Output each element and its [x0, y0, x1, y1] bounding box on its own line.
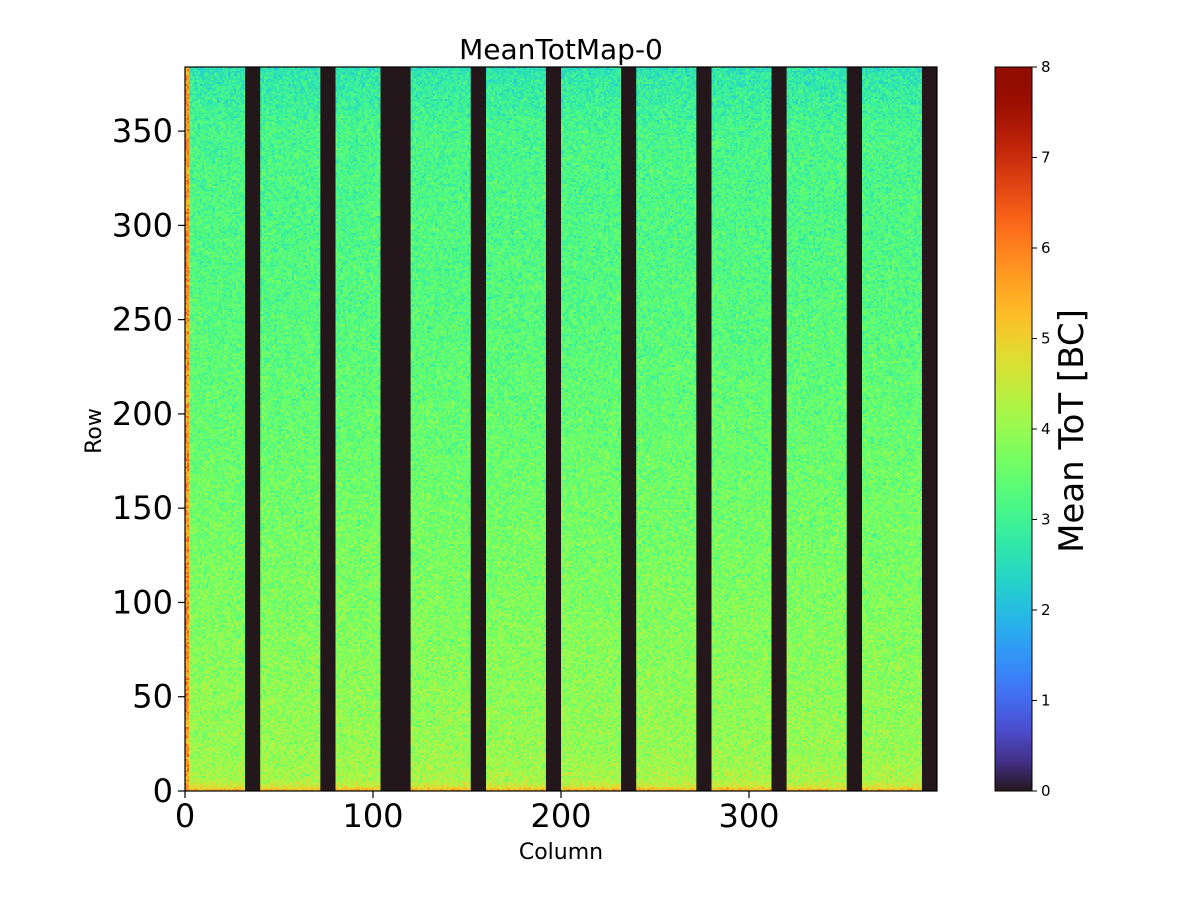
y-tick-label: 50	[132, 678, 173, 716]
colorbar-tick-label: 7	[1041, 149, 1051, 167]
colorbar-tick-label: 8	[1041, 58, 1051, 76]
dead-column-band	[771, 67, 787, 791]
y-tick-label: 250	[112, 301, 173, 339]
dead-column-band	[846, 67, 862, 791]
x-tick-label: 100	[342, 797, 403, 835]
dead-column-band	[696, 67, 712, 791]
dead-column-band	[921, 67, 937, 791]
y-tick-label: 300	[112, 206, 173, 244]
chart-title: MeanTotMap-0	[459, 33, 663, 66]
y-tick-label: 350	[112, 112, 173, 150]
dead-column-band	[245, 67, 261, 791]
dead-column-bands	[245, 67, 937, 791]
y-tick-label: 0	[153, 772, 173, 810]
x-tick-label: 0	[175, 797, 195, 835]
y-axis-label: Row	[82, 408, 107, 454]
colorbar	[994, 66, 1033, 792]
colorbar-tick-label: 4	[1041, 420, 1051, 438]
x-axis: 0 100 200 300	[175, 791, 780, 835]
colorbar-tick-label: 1	[1041, 692, 1051, 710]
x-tick-label: 300	[718, 797, 779, 835]
x-axis-label: Column	[519, 840, 603, 865]
colorbar-tick-label: 3	[1041, 511, 1051, 529]
colorbar-ticks: 0 1 2 3 4 5 6 7 8	[1032, 58, 1051, 800]
dead-column-band	[545, 67, 561, 791]
y-tick-label: 100	[112, 583, 173, 621]
colorbar-tick-label: 5	[1041, 330, 1051, 348]
colorbar-label: Mean ToT [BC]	[1052, 309, 1092, 553]
colorbar-tick-label: 2	[1041, 601, 1051, 619]
colorbar-tick-label: 0	[1041, 782, 1051, 800]
colorbar-tick-label: 6	[1041, 239, 1051, 257]
y-tick-label: 150	[112, 489, 173, 527]
y-tick-label: 200	[112, 395, 173, 433]
x-tick-label: 200	[530, 797, 591, 835]
y-axis: 0 50 100 150 200 250 300 350	[112, 112, 185, 810]
dead-column-band	[380, 67, 411, 791]
dead-column-band	[621, 67, 637, 791]
dead-column-band	[470, 67, 486, 791]
dead-column-band	[320, 67, 336, 791]
